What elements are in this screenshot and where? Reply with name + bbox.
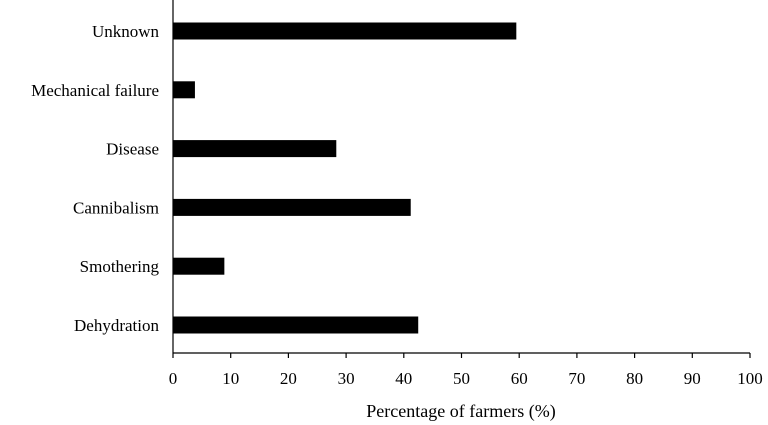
x-ticks-group: 0 10 20 30 40 50 60 70 80 90 100 (169, 353, 763, 388)
x-tick-label: 70 (568, 369, 585, 388)
x-axis-title: Percentage of farmers (%) (366, 401, 555, 422)
x-tick-label: 80 (626, 369, 643, 388)
bar-dehydration (173, 316, 419, 334)
x-tick-label: 20 (280, 369, 297, 388)
category-label: Mechanical failure (31, 81, 159, 100)
x-tick-label: 100 (737, 369, 763, 388)
category-label: Unknown (92, 22, 160, 41)
bar-smothering (173, 257, 225, 275)
bars-group (173, 22, 517, 334)
x-tick-label: 0 (169, 369, 178, 388)
category-labels: Unknown Mechanical failure Disease Cannibal… (31, 22, 159, 335)
x-tick-label: 30 (338, 369, 355, 388)
bar-cannibalism (173, 198, 411, 216)
bar-mechanical-failure (173, 81, 195, 99)
x-tick-label: 40 (395, 369, 412, 388)
x-tick-label: 60 (511, 369, 528, 388)
category-label: Smothering (80, 257, 160, 276)
x-tick-label: 90 (684, 369, 701, 388)
category-label: Cannibalism (73, 198, 159, 217)
category-label: Disease (106, 140, 159, 159)
x-tick-label: 10 (222, 369, 239, 388)
bar-disease (173, 140, 337, 158)
x-tick-label: 50 (453, 369, 470, 388)
bar-unknown (173, 22, 517, 40)
category-label: Dehydration (74, 316, 159, 335)
